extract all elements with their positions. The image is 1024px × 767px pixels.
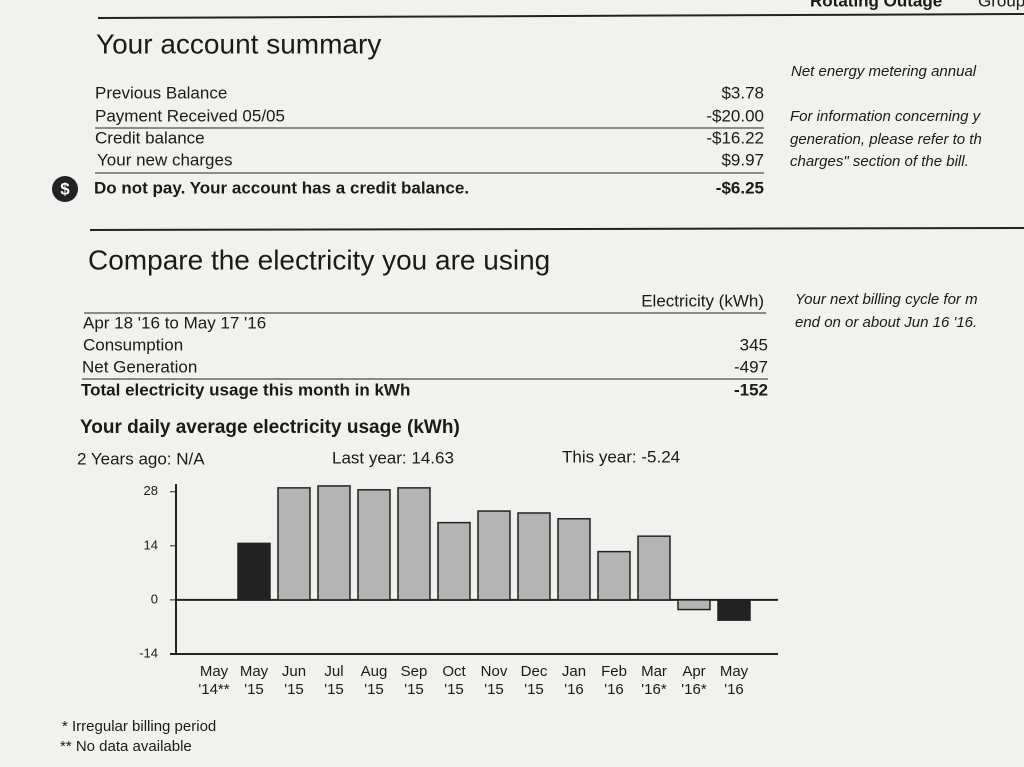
x-tick-year: '16 — [564, 681, 584, 698]
row-value: -$16.22 — [706, 128, 764, 147]
section-title: Compare the electricity you are using — [88, 244, 550, 275]
x-tick-label: May — [240, 663, 269, 680]
chart-title: Your daily average electricity usage (kW… — [80, 417, 460, 438]
total-value: -152 — [734, 380, 768, 399]
y-tick-label: 0 — [151, 591, 158, 606]
side-note: charges" section of the bill. — [790, 153, 969, 170]
row-value: $3.78 — [721, 83, 764, 102]
footnote: * Irregular billing period — [62, 718, 216, 735]
x-tick-year: '15 — [244, 681, 264, 698]
x-tick-year: '15 — [404, 681, 424, 698]
column-header: Electricity (kWh) — [641, 291, 764, 310]
row-value: $9.97 — [721, 150, 764, 169]
x-tick-label: Aug — [361, 663, 388, 680]
row-label: Payment Received 05/05 — [95, 106, 285, 125]
dollar-icon: $ — [60, 179, 70, 198]
comparison: 2 Years ago: N/A — [77, 449, 205, 468]
x-tick-year: '15 — [484, 681, 504, 698]
rule — [97, 13, 1024, 19]
bar — [277, 487, 311, 601]
tab: Group — [978, 0, 1024, 10]
y-tick-label: -14 — [139, 645, 158, 660]
x-tick-label: Jul — [324, 663, 343, 680]
bar — [477, 510, 511, 601]
row-value: -497 — [734, 357, 768, 376]
row-value: -$20.00 — [706, 106, 764, 125]
bar — [557, 518, 591, 601]
x-tick-year: '15 — [284, 681, 304, 698]
bar — [397, 487, 431, 601]
x-tick-label: Oct — [442, 663, 466, 680]
total-label: Total electricity usage this month in kW… — [81, 380, 410, 399]
x-tick-label: Jan — [562, 663, 586, 680]
bar — [597, 550, 631, 601]
y-tick-label: 28 — [144, 483, 158, 498]
footnote: ** No data available — [60, 738, 192, 755]
comparison: This year: -5.24 — [562, 447, 680, 466]
bar — [637, 535, 671, 601]
side-note: Net energy metering annual — [791, 63, 977, 80]
side-note: generation, please refer to th — [790, 131, 982, 148]
y-tick-label: 14 — [144, 537, 158, 552]
x-tick-year: '16 — [724, 681, 744, 698]
x-tick-year: '14** — [198, 681, 229, 698]
side-note: For information concerning y — [790, 108, 982, 125]
row-value: 345 — [740, 335, 768, 354]
tab: Rotating Outage — [810, 0, 942, 10]
row-label: Consumption — [83, 335, 183, 354]
bar — [357, 489, 391, 601]
row-label: Previous Balance — [95, 83, 227, 102]
x-tick-label: Sep — [401, 663, 428, 680]
row-label: Credit balance — [95, 128, 205, 147]
notice: Do not pay. Your account has a credit ba… — [94, 178, 469, 197]
x-tick-label: Apr — [682, 663, 705, 680]
x-tick-label: Feb — [601, 663, 627, 680]
dollar-icon — [52, 176, 78, 202]
x-tick-label: May — [720, 663, 749, 680]
x-tick-year: '16* — [641, 681, 667, 698]
x-tick-year: '15 — [364, 681, 384, 698]
x-tick-year: '16* — [681, 681, 707, 698]
bar — [237, 542, 271, 601]
bar — [717, 599, 751, 621]
row-label: Your new charges — [97, 150, 232, 169]
x-tick-year: '15 — [524, 681, 544, 698]
rule — [89, 227, 1024, 231]
x-tick-year: '15 — [444, 681, 464, 698]
chart: -1401428May'14**May'15Jun'15Jul'15Aug'15… — [139, 483, 778, 698]
bar — [437, 521, 471, 601]
x-tick-year: '15 — [324, 681, 344, 698]
x-tick-year: '16 — [604, 681, 624, 698]
period: Apr 18 '16 to May 17 '16 — [83, 313, 266, 332]
notice-value: -$6.25 — [716, 178, 764, 197]
x-tick-label: Mar — [641, 663, 667, 680]
bar — [677, 599, 711, 611]
bar — [317, 485, 351, 601]
x-tick-label: May — [200, 663, 229, 680]
row-label: Net Generation — [82, 357, 197, 376]
x-tick-label: Jun — [282, 663, 306, 680]
x-tick-label: Nov — [481, 663, 508, 680]
side-note: Your next billing cycle for m — [795, 291, 978, 308]
section-title: Your account summary — [96, 28, 381, 59]
x-tick-label: Dec — [521, 663, 548, 680]
bar — [517, 512, 551, 601]
comparison: Last year: 14.63 — [332, 448, 454, 467]
side-note: end on or about Jun 16 '16. — [795, 314, 977, 331]
